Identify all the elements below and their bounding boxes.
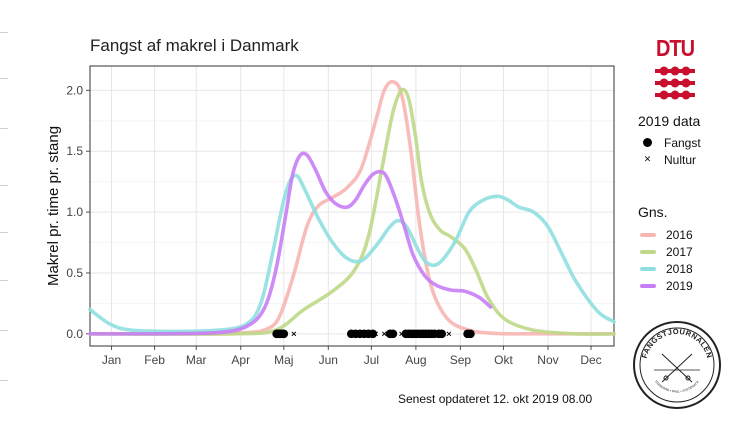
series-line-2016 (88, 79, 616, 336)
legend-key-nultur: ✕ (643, 154, 652, 164)
legend-item-2017: 2017 (638, 243, 693, 260)
nultur-point (381, 331, 387, 337)
edge-tick (0, 380, 8, 381)
y-tick-label: 0.0 (66, 327, 83, 341)
legend-item-2018: 2018 (638, 260, 693, 277)
legend-2019-data: 2019 data Fangst ✕ Nultur (638, 113, 701, 168)
x-tick-label: Aug (405, 353, 426, 367)
legend-key-2019 (640, 283, 656, 288)
legend-label-2019: 2019 (666, 278, 693, 293)
x-tick-label: Mar (186, 353, 207, 367)
edge-tick (0, 128, 8, 129)
x-tick-label: Dec (580, 353, 601, 367)
edge-tick (0, 185, 8, 186)
x-tick-label: Jun (319, 353, 338, 367)
nultur-point (399, 331, 404, 337)
chart-title: Fangst af makrel i Danmark (90, 36, 299, 55)
legend-label-2018: 2018 (666, 261, 693, 276)
fishing-rods-icon (661, 353, 693, 383)
x-tick-label: Apr (231, 353, 250, 367)
x-tick-label: Sep (450, 353, 472, 367)
fangstjournalen-badge: FANGSTJOURNALEN STANDARD • PAUL • SYSTEM… (633, 321, 721, 409)
y-tick-label: 1.5 (66, 144, 83, 158)
legend-label-nultur: Nultur (664, 152, 697, 167)
legend-title-2019-data: 2019 data (638, 113, 701, 129)
series-line-2019 (88, 151, 493, 336)
dtu-logo-mark (655, 66, 695, 100)
nultur-point (446, 331, 452, 337)
fangst-point (466, 329, 475, 339)
fangst-point (279, 329, 289, 339)
y-axis-label: Makrel pr. time pr. stang (45, 126, 62, 286)
fangst-point (368, 329, 378, 339)
fangst-point (388, 329, 398, 339)
legend-key-2016 (640, 232, 656, 237)
y-tick-label: 1.0 (66, 205, 83, 219)
legend-item-2016: 2016 (638, 226, 693, 243)
series-line-2018 (88, 173, 616, 334)
edge-tick (0, 280, 8, 281)
edge-tick (0, 232, 8, 233)
plot-border (89, 65, 615, 347)
legend-item-nultur: ✕ Nultur (638, 151, 701, 168)
x-tick-label: Maj (274, 353, 293, 367)
x-tick-label: Okt (494, 353, 513, 367)
fangst-point (437, 329, 447, 339)
edge-tick (0, 330, 8, 331)
legend-item-2019: 2019 (638, 277, 693, 294)
nultur-point (358, 331, 364, 337)
legend-label-2016: 2016 (666, 227, 693, 242)
edge-tick (0, 78, 8, 79)
legend-item-fangst: Fangst (638, 134, 701, 151)
x-tick-label: Jan (102, 353, 121, 367)
nultur-point (391, 331, 397, 337)
nultur-point (291, 331, 297, 337)
dtu-logo: DTU (652, 36, 698, 102)
x-tick-label: Jul (364, 353, 379, 367)
x-tick-label: Feb (144, 353, 165, 367)
legend-label-2017: 2017 (666, 244, 693, 259)
legend-label-fangst: Fangst (664, 135, 701, 150)
nultur-point (373, 331, 379, 337)
legend-gns: Gns. 2016 2017 2018 2019 (638, 204, 693, 294)
legend-key-2018 (640, 266, 656, 271)
series-line-2017 (88, 87, 616, 336)
y-tick-label: 2.0 (66, 83, 83, 97)
legend-key-fangst (643, 138, 652, 147)
updated-footnote: Senest opdateret 12. okt 2019 08.00 (398, 392, 593, 406)
legend-key-2017 (640, 249, 656, 254)
legend-title-gns: Gns. (638, 204, 668, 220)
y-tick-label: 0.5 (66, 266, 83, 280)
x-tick-label: Nov (537, 353, 558, 367)
dtu-logo-text: DTU (655, 36, 695, 62)
edge-tick (0, 32, 8, 33)
